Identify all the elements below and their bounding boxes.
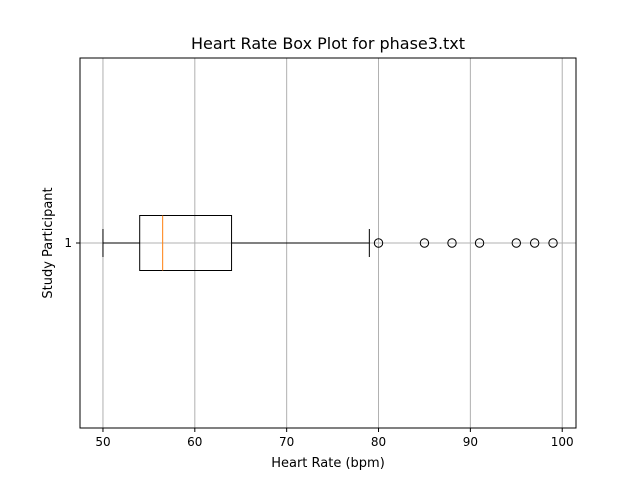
x-axis-label: Heart Rate (bpm) (271, 456, 385, 471)
axis-ticks: 50 60 70 80 90 100 1 (64, 236, 573, 449)
y-axis-label: Study Participant (41, 187, 56, 298)
outlier-point (511, 238, 521, 248)
x-tick-label: 100 (551, 435, 574, 449)
x-tick-label: 80 (371, 435, 386, 449)
x-tick-label: 50 (95, 435, 110, 449)
x-tick-label: 60 (187, 435, 202, 449)
y-tick-label: 1 (64, 236, 72, 250)
outlier-point (419, 238, 430, 248)
x-tick-label: 90 (463, 435, 478, 449)
iqr-box (139, 215, 233, 271)
outlier-point (529, 238, 540, 248)
outlier-point (548, 238, 558, 248)
outlier-point (474, 238, 485, 248)
outlier-point (447, 238, 457, 248)
box-plot-series (102, 215, 558, 271)
x-tick-label: 70 (279, 435, 294, 449)
outlier-point (373, 238, 384, 248)
chart-title: Heart Rate Box Plot for phase3.txt (191, 34, 465, 53)
